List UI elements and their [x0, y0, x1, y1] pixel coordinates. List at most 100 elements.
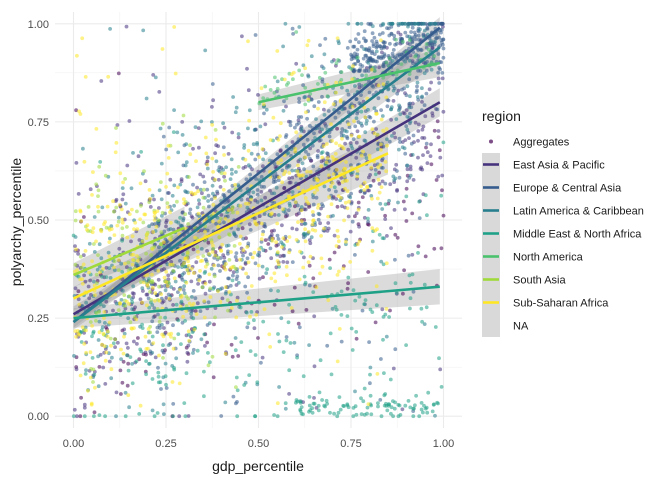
scatter-point — [362, 105, 367, 110]
scatter-point — [134, 359, 139, 364]
scatter-point — [252, 250, 257, 255]
scatter-point — [160, 332, 165, 337]
scatter-point — [256, 336, 260, 340]
scatter-point — [408, 296, 413, 301]
scatter-point — [161, 402, 166, 407]
scatter-point — [193, 296, 198, 301]
scatter-point — [208, 286, 213, 291]
scatter-point — [211, 202, 216, 207]
scatter-point — [94, 182, 99, 187]
scatter-point — [213, 250, 218, 254]
scatter-point — [371, 178, 376, 183]
scatter-point — [259, 175, 264, 179]
scatter-point — [297, 277, 302, 282]
scatter-point — [436, 76, 441, 81]
scatter-point — [159, 230, 164, 235]
scatter-point — [391, 99, 396, 103]
scatter-point — [252, 318, 256, 323]
scatter-point — [120, 217, 125, 222]
scatter-point — [138, 347, 143, 352]
scatter-point — [157, 298, 162, 303]
scatter-point — [413, 34, 417, 39]
scatter-point — [436, 52, 441, 56]
scatter-point — [390, 59, 395, 63]
scatter-point — [223, 291, 228, 296]
scatter-point — [261, 248, 266, 253]
scatter-point — [166, 273, 171, 278]
scatter-point — [170, 262, 175, 267]
scatter-point — [181, 218, 186, 223]
scatter-point — [263, 195, 267, 200]
scatter-point — [423, 406, 428, 411]
scatter-point — [130, 362, 135, 366]
scatter-point — [373, 228, 378, 233]
scatter-point — [150, 377, 155, 381]
scatter-point — [206, 300, 211, 305]
scatter-point — [210, 250, 215, 254]
scatter-point — [253, 261, 258, 266]
scatter-point — [391, 48, 396, 52]
scatter-point — [288, 120, 293, 124]
scatter-point — [259, 190, 264, 194]
scatter-point — [82, 342, 87, 346]
scatter-point — [282, 185, 287, 190]
scatter-point — [100, 274, 104, 279]
scatter-point — [84, 350, 88, 355]
scatter-point — [269, 288, 273, 293]
scatter-point — [425, 161, 430, 166]
scatter-point — [123, 261, 127, 266]
scatter-point — [307, 238, 312, 243]
scatter-point — [334, 90, 338, 95]
scatter-point — [425, 59, 429, 64]
scatter-point — [368, 372, 372, 377]
scatter-point — [272, 228, 276, 233]
scatter-point — [159, 292, 164, 296]
scatter-point — [285, 273, 289, 278]
scatter-point — [411, 178, 416, 182]
scatter-point — [261, 164, 265, 169]
scatter-point — [233, 182, 238, 187]
scatter-point — [111, 308, 115, 313]
scatter-point — [441, 46, 446, 51]
scatter-point — [114, 126, 118, 130]
scatter-point — [95, 267, 100, 272]
legend-label: Middle East & North Africa — [513, 229, 642, 241]
scatter-point — [171, 303, 176, 307]
scatter-point — [294, 227, 299, 232]
scatter-point — [396, 414, 401, 419]
scatter-point — [201, 195, 206, 200]
scatter-point — [101, 331, 106, 336]
scatter-point — [159, 161, 164, 166]
scatter-point — [394, 290, 399, 295]
scatter-point — [283, 169, 288, 174]
scatter-point — [185, 359, 190, 364]
scatter-point — [194, 260, 199, 265]
scatter-point — [406, 253, 411, 258]
scatter-point — [214, 159, 219, 164]
scatter-point — [388, 308, 392, 313]
scatter-point — [130, 207, 134, 212]
scatter-point — [169, 285, 174, 289]
scatter-point — [172, 183, 177, 188]
scatter-point — [411, 133, 416, 138]
scatter-point — [116, 268, 121, 272]
scatter-point — [243, 284, 248, 289]
scatter-point — [178, 287, 182, 292]
scatter-point — [343, 186, 347, 191]
scatter-point — [351, 44, 356, 49]
scatter-point — [384, 307, 389, 311]
scatter-point — [433, 325, 438, 329]
scatter-point — [408, 94, 412, 99]
scatter-point — [346, 214, 351, 219]
scatter-point — [162, 229, 167, 234]
scatter-point — [359, 21, 364, 26]
scatter-point — [322, 113, 327, 117]
scatter-point — [422, 322, 427, 326]
scatter-point — [274, 185, 279, 190]
scatter-point — [188, 152, 193, 157]
scatter-point — [357, 239, 362, 244]
scatter-point — [144, 96, 149, 101]
scatter-point — [380, 207, 385, 211]
scatter-point — [422, 282, 427, 287]
legend-label: East Asia & Pacific — [513, 160, 605, 172]
